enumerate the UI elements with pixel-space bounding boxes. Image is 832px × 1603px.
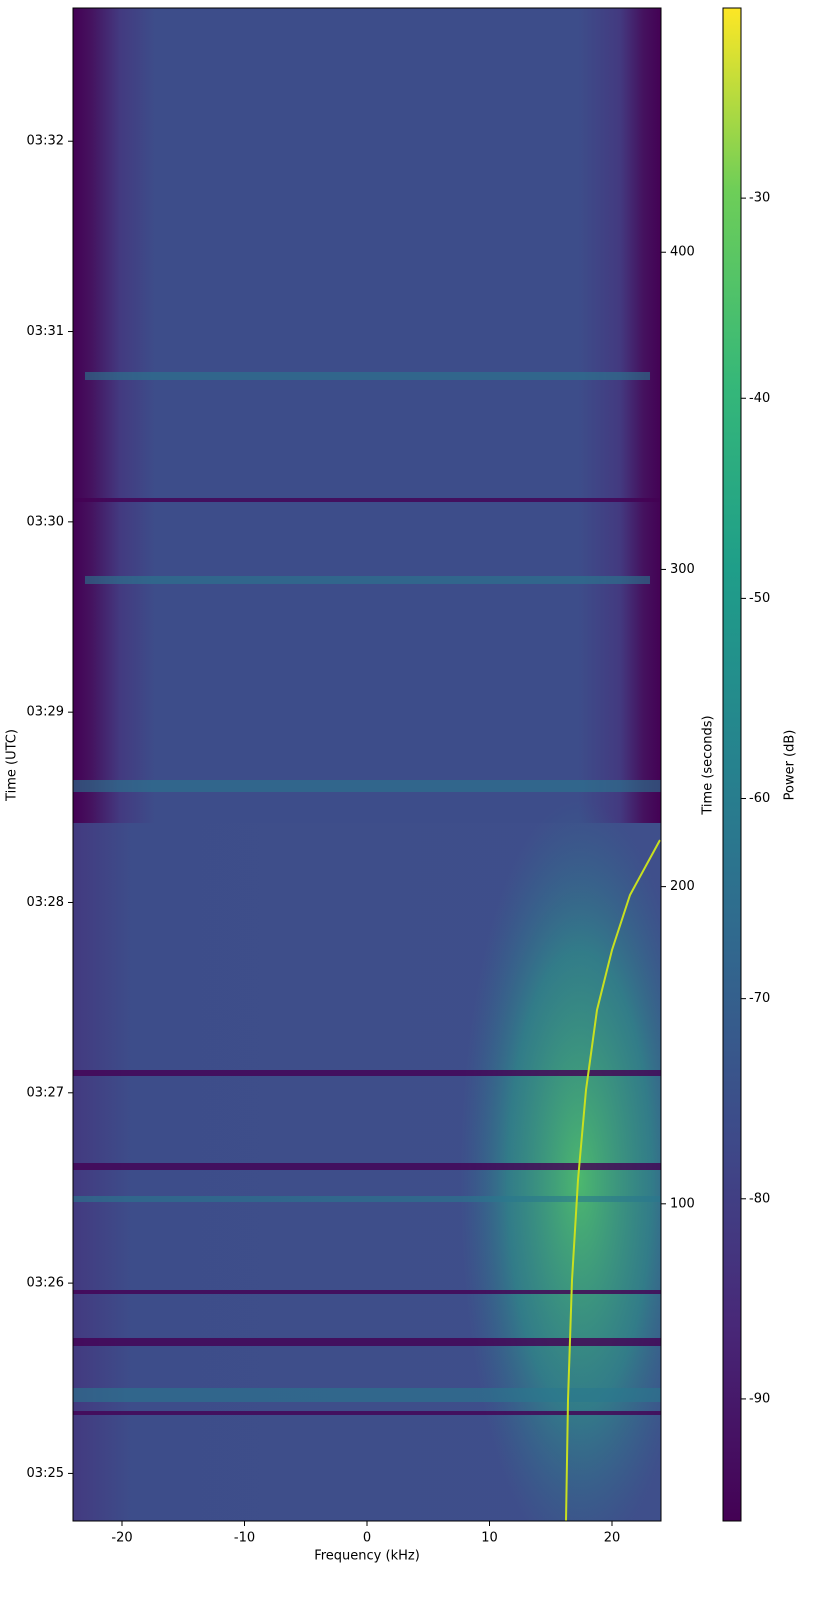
colorbar-tick-label: -30 [749,191,770,206]
x-tick-label: 10 [481,1531,498,1546]
y-axis-label: Time (UTC) [5,729,20,802]
y2-axis-label: Time (seconds) [701,715,716,815]
colorbar-tick-label: -40 [749,391,770,406]
colorbar-tick-label: -50 [749,591,770,606]
x-tick-label: 0 [363,1531,371,1546]
y-tick-label: 03:27 [27,1085,64,1100]
y2-tick-label: 200 [670,879,695,894]
y-tick-label: 03:28 [27,895,64,910]
spectrogram-image [73,8,661,1521]
colorbar-label: Power (dB) [783,730,798,801]
y2-tick-label: 300 [670,562,695,577]
x-tick-label: -20 [111,1531,132,1546]
y-tick-label: 03:32 [27,134,64,149]
x-tick-label: -10 [234,1531,255,1546]
colorbar-tick-label: -90 [749,1391,770,1406]
colorbar-tick-label: -60 [749,791,770,806]
x-axis-label: Frequency (kHz) [314,1549,420,1564]
y-tick-label: 03:25 [27,1466,64,1481]
colorbar-tick-label: -70 [749,991,770,1006]
y-tick-label: 03:26 [27,1276,64,1291]
colorbar-tick-label: -80 [749,1191,770,1206]
y-tick-label: 03:29 [27,705,64,720]
y-tick-label: 03:31 [27,324,64,339]
y2-tick-label: 100 [670,1196,695,1211]
y2-tick-label: 400 [670,245,695,260]
x-tick-label: 20 [604,1531,621,1546]
colorbar [722,7,742,1522]
y-tick-label: 03:30 [27,514,64,529]
